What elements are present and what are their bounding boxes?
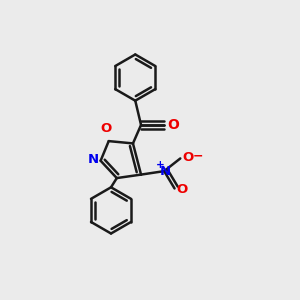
Text: O: O [176,183,188,196]
Text: N: N [88,153,99,166]
Text: O: O [183,152,194,164]
Text: N: N [160,165,171,178]
Text: O: O [167,118,179,132]
Text: O: O [101,122,112,135]
Text: −: − [192,149,203,162]
Text: +: + [156,160,165,170]
